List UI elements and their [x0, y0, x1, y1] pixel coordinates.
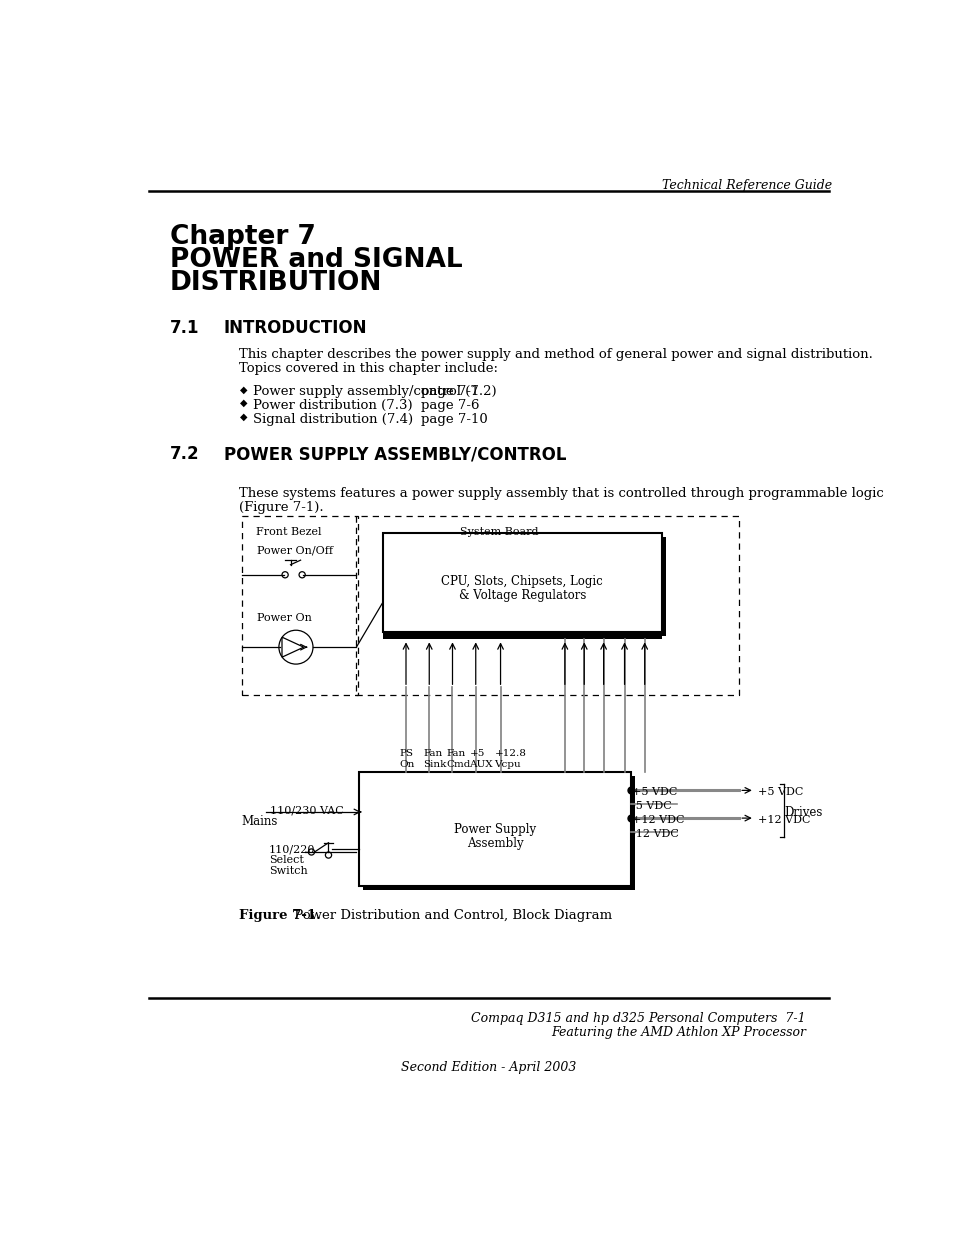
Bar [359, 772, 630, 885]
Text: Featuring the AMD Athlon XP Processor: Featuring the AMD Athlon XP Processor [550, 1026, 805, 1039]
Text: Power Supply: Power Supply [454, 823, 536, 836]
Text: Fan: Fan [422, 748, 442, 758]
Text: POWER SUPPLY ASSEMBLY/CONTROL: POWER SUPPLY ASSEMBLY/CONTROL [224, 446, 566, 463]
Text: +5: +5 [469, 748, 484, 758]
Text: Power Distribution and Control, Block Diagram: Power Distribution and Control, Block Di… [290, 909, 611, 923]
Text: Drives: Drives [783, 805, 821, 819]
Text: Select: Select [269, 855, 303, 864]
Text: Power On: Power On [257, 614, 312, 624]
Text: +5 VDC: +5 VDC [757, 787, 802, 798]
Text: 7.2: 7.2 [170, 446, 199, 463]
Text: This chapter describes the power supply and method of general power and signal d: This chapter describes the power supply … [239, 348, 872, 362]
Bar [382, 534, 661, 632]
Text: System Board: System Board [459, 527, 537, 537]
Bar [386, 537, 665, 636]
Text: page 7-10: page 7-10 [421, 412, 488, 426]
Text: +5 VDC: +5 VDC [632, 787, 677, 798]
Text: 110/220: 110/220 [269, 845, 315, 855]
Text: Second Edition - April 2003: Second Edition - April 2003 [401, 1061, 576, 1073]
Text: Sink: Sink [422, 760, 446, 768]
Text: +12.8: +12.8 [494, 748, 526, 758]
Text: Mains: Mains [241, 815, 277, 827]
Text: POWER and SIGNAL: POWER and SIGNAL [170, 247, 462, 273]
Text: PS: PS [399, 748, 414, 758]
Text: On: On [399, 760, 415, 768]
Text: Fan: Fan [446, 748, 465, 758]
Text: ◆: ◆ [240, 385, 248, 394]
Text: 7.1: 7.1 [170, 319, 199, 337]
Bar [382, 632, 661, 640]
Text: Technical Reference Guide: Technical Reference Guide [661, 179, 831, 191]
Text: DISTRIBUTION: DISTRIBUTION [170, 270, 381, 296]
Text: Compaq D315 and hp d325 Personal Computers  7-1: Compaq D315 and hp d325 Personal Compute… [471, 1013, 805, 1025]
Text: Chapter 7: Chapter 7 [170, 224, 315, 249]
Text: INTRODUCTION: INTRODUCTION [224, 319, 367, 337]
Text: Power distribution (7.3): Power distribution (7.3) [253, 399, 412, 412]
Text: AUX: AUX [469, 760, 493, 768]
Text: Figure 7-1.: Figure 7-1. [239, 909, 321, 923]
Text: ◆: ◆ [240, 399, 248, 409]
Text: Switch: Switch [269, 866, 307, 876]
Text: page 7-1: page 7-1 [421, 385, 479, 399]
Text: -12 VDC: -12 VDC [632, 829, 679, 839]
Text: Power On/Off: Power On/Off [257, 546, 333, 556]
Text: Assembly: Assembly [466, 836, 523, 850]
Text: ◆: ◆ [240, 412, 248, 422]
Text: Signal distribution (7.4): Signal distribution (7.4) [253, 412, 413, 426]
Bar [363, 776, 634, 889]
Text: & Voltage Regulators: & Voltage Regulators [458, 589, 585, 601]
Text: -5 VDC: -5 VDC [632, 802, 671, 811]
Bar [356, 516, 739, 695]
Text: 110/230 VAC: 110/230 VAC [270, 805, 344, 815]
Text: +12 VDC: +12 VDC [757, 815, 809, 825]
Text: CPU, Slots, Chipsets, Logic: CPU, Slots, Chipsets, Logic [441, 574, 602, 588]
Text: Front Bezel: Front Bezel [255, 527, 321, 537]
Text: +12 VDC: +12 VDC [632, 815, 684, 825]
Text: Cmd: Cmd [446, 760, 470, 768]
Text: These systems features a power supply assembly that is controlled through progra: These systems features a power supply as… [239, 487, 883, 500]
Text: page 7-6: page 7-6 [421, 399, 479, 412]
Bar [241, 516, 357, 695]
Text: Power supply assembly/control (7.2): Power supply assembly/control (7.2) [253, 385, 496, 399]
Text: Topics covered in this chapter include:: Topics covered in this chapter include: [239, 362, 497, 375]
Text: Vcpu: Vcpu [494, 760, 520, 768]
Text: (Figure 7-1).: (Figure 7-1). [239, 501, 324, 514]
